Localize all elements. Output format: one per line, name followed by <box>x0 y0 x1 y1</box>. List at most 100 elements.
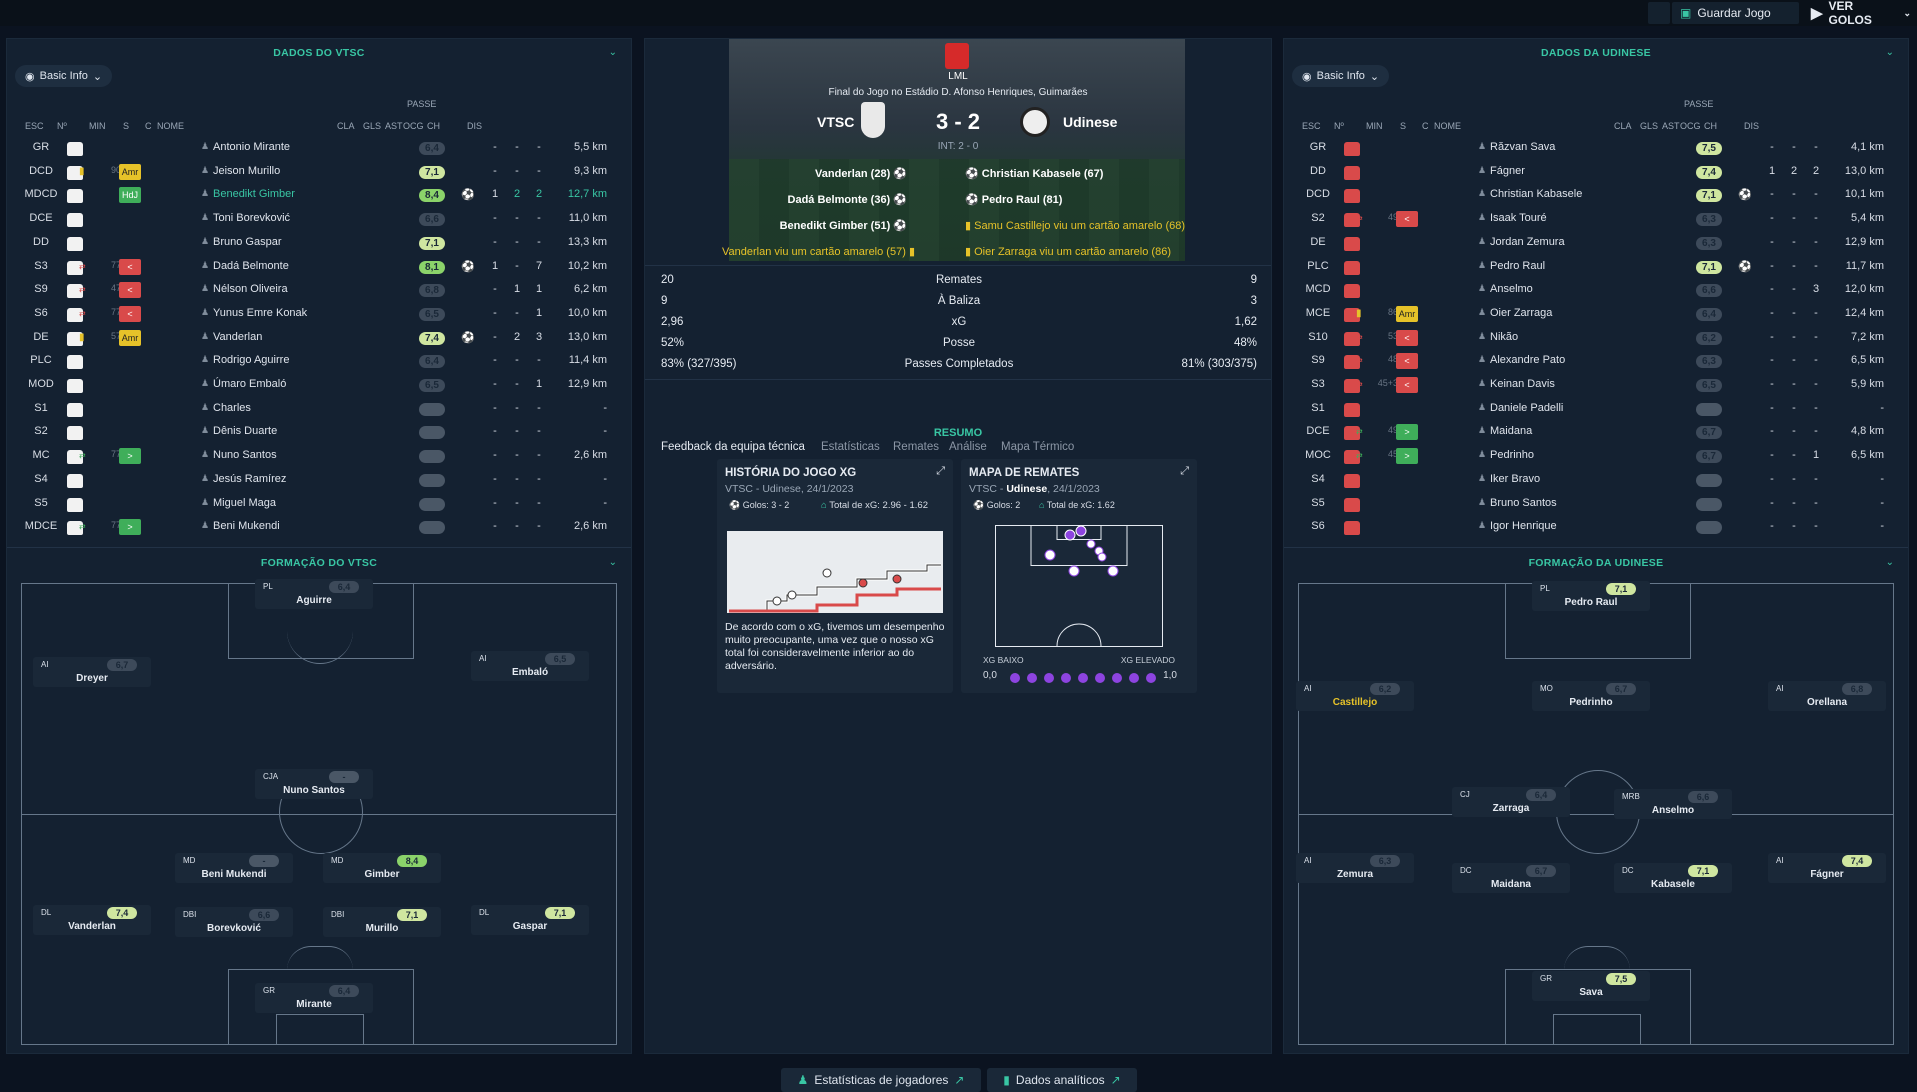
player-name[interactable]: Fágner <box>1490 164 1525 177</box>
player-name[interactable]: Daniele Padelli <box>1490 401 1564 414</box>
table-row[interactable]: DCD ♟ Christian Kabasele 7,1 ⚽ - - - 10,… <box>1306 188 1884 204</box>
options-button[interactable] <box>1648 2 1670 24</box>
player-name[interactable]: Nikão <box>1490 330 1519 343</box>
formation-player[interactable]: CJA - Nuno Santos <box>255 769 373 799</box>
col-nome[interactable]: NOME <box>1434 121 1461 131</box>
formation-player[interactable]: GR 7,5 Sava <box>1532 971 1650 1001</box>
save-game-button[interactable]: ▣ Guardar Jogo <box>1672 2 1799 24</box>
table-row[interactable]: S9 48 ⇄ < ♟ Alexandre Pato 6,3 - - - 6,5… <box>1311 353 1884 370</box>
table-row[interactable]: S4 ♟ Jesús Ramírez - - - - - <box>34 472 607 488</box>
basic-info-dropdown[interactable]: ◉ Basic Info ⌄ <box>15 65 113 87</box>
player-name[interactable]: Beni Mukendi <box>213 520 280 533</box>
player-name[interactable]: Miguel Maga <box>213 496 276 509</box>
table-row[interactable]: S2 ♟ Dênis Duarte - - - - - <box>34 425 607 441</box>
table-row[interactable]: S6 77 ⇄ < ♟ Yunus Emre Konak 6,5 - - 1 1… <box>34 305 607 322</box>
player-name[interactable]: Jeison Murillo <box>213 164 281 177</box>
player-name[interactable]: Răzvan Sava <box>1490 141 1556 153</box>
col-ast[interactable]: AST <box>385 121 403 131</box>
formation-player[interactable]: MD - Beni Mukendi <box>175 853 293 883</box>
player-name[interactable]: Nélson Oliveira <box>213 283 288 296</box>
formation-player[interactable]: AI 6,5 Embaló <box>471 651 589 681</box>
player-name[interactable]: Bruno Gaspar <box>213 235 282 248</box>
analytics-button[interactable]: ▮ Dados analíticos ↗ <box>987 1068 1137 1092</box>
formation-player[interactable]: AI 6,2 Castillejo <box>1296 681 1414 711</box>
table-row[interactable]: DD ♟ Fágner 7,4 1 2 2 13,0 km <box>1310 164 1884 180</box>
table-row[interactable]: PLC ♟ Pedro Raul 7,1 ⚽ - - - 11,7 km <box>1307 259 1884 275</box>
player-name[interactable]: Isaak Touré <box>1490 212 1547 225</box>
tab-2[interactable]: Remates <box>893 441 940 453</box>
tab-4[interactable]: Mapa Térmico <box>1001 441 1075 453</box>
tab-1[interactable]: Estatísticas <box>821 441 880 453</box>
player-name[interactable]: Alexandre Pato <box>1490 354 1566 367</box>
player-name[interactable]: Rodrigo Aguirre <box>213 354 290 367</box>
table-row[interactable]: DE 57 ▮ Amr ♟ Vanderlan 7,4 ⚽ - 2 3 13,0… <box>33 329 607 346</box>
formation-player[interactable]: PL 7,1 Pedro Raul <box>1532 581 1650 611</box>
player-name[interactable]: Christian Kabasele <box>1490 188 1583 201</box>
col-ocg[interactable]: OCG <box>403 121 424 131</box>
col-esc[interactable]: ESC <box>1302 121 1321 131</box>
col-esc[interactable]: ESC <box>25 121 44 131</box>
player-name[interactable]: Iker Bravo <box>1490 472 1541 485</box>
player-name[interactable]: Toni Borevković <box>213 212 291 225</box>
player-name[interactable]: Úmaro Embaló <box>213 378 287 390</box>
col-c[interactable]: C <box>145 121 152 131</box>
table-row[interactable]: S3 45+3 ⇄ < ♟ Keinan Davis 6,5 - - - 5,9… <box>1311 377 1884 393</box>
table-row[interactable]: S5 ♟ Miguel Maga - - - - - <box>34 496 607 512</box>
player-name[interactable]: Yunus Emre Konak <box>213 306 308 319</box>
col-cla[interactable]: CLA <box>1614 121 1632 131</box>
col-gls[interactable]: GLS <box>363 121 382 131</box>
player-name[interactable]: Pedrinho <box>1490 449 1535 462</box>
collapse-chevron-icon[interactable]: ⌄ <box>1885 557 1894 568</box>
col-ast[interactable]: AST <box>1662 121 1680 131</box>
table-row[interactable]: S1 ♟ Charles - - - - - <box>34 401 607 417</box>
player-name[interactable]: Jesús Ramírez <box>213 472 287 485</box>
formation-player[interactable]: DL 7,1 Gaspar <box>471 905 589 935</box>
player-name[interactable]: Pedro Raul <box>1490 259 1546 272</box>
col-gls[interactable]: GLS <box>1640 121 1659 131</box>
col-min[interactable]: MIN <box>89 121 106 131</box>
col-num[interactable]: Nº <box>57 121 67 131</box>
player-name[interactable]: Keinan Davis <box>1490 378 1555 390</box>
table-row[interactable]: MCD ♟ Anselmo 6,6 - - 3 12,0 km <box>1305 283 1884 299</box>
table-row[interactable]: S10 53 ⇄ < ♟ Nikão 6,2 - - - 7,2 km <box>1308 329 1884 346</box>
col-dis[interactable]: DIS <box>1744 121 1760 131</box>
player-name[interactable]: Dadá Belmonte <box>213 259 289 272</box>
formation-player[interactable]: CJ 6,4 Zarraga <box>1452 787 1570 817</box>
col-num[interactable]: Nº <box>1334 121 1344 131</box>
table-row[interactable]: MCE 86 ▮ Amr ♟ Oier Zarraga 6,4 - - - 12… <box>1305 305 1884 322</box>
col-min[interactable]: MIN <box>1366 121 1383 131</box>
player-name[interactable]: Dênis Duarte <box>213 425 278 438</box>
player-name[interactable]: Igor Henrique <box>1490 520 1557 533</box>
formation-player[interactable]: DBI 6,6 Borevković <box>175 907 293 937</box>
formation-player[interactable]: DBI 7,1 Murillo <box>323 907 441 937</box>
formation-player[interactable]: MRB 6,6 Anselmo <box>1614 789 1732 819</box>
table-row[interactable]: PLC ♟ Rodrigo Aguirre 6,4 - - - 11,4 km <box>30 354 607 370</box>
expand-icon[interactable]: ⤢ <box>936 465 945 477</box>
table-row[interactable]: DCE 49 ⇄ > ♟ Maidana 6,7 - - - 4,8 km <box>1306 424 1884 441</box>
table-row[interactable]: S6 ♟ Igor Henrique - - - - - <box>1311 520 1884 536</box>
table-row[interactable]: MOC 45 ⇄ > ♟ Pedrinho 6,7 - - 1 6,5 km <box>1305 448 1884 465</box>
formation-player[interactable]: GR 6,4 Mirante <box>255 983 373 1013</box>
collapse-chevron-icon[interactable]: ⌄ <box>1885 47 1894 58</box>
player-name[interactable]: Maidana <box>1490 425 1533 438</box>
player-name[interactable]: Anselmo <box>1490 283 1533 296</box>
table-row[interactable]: DCD 90 ▮ Amr ♟ Jeison Murillo 7,1 - - - … <box>29 163 607 180</box>
player-name[interactable]: Oier Zarraga <box>1490 306 1553 319</box>
table-row[interactable]: MDCD HdJ ♟ Benedikt Gimber 8,4 ⚽ 1 2 2 1… <box>24 187 607 204</box>
table-row[interactable]: S3 77 ⇄ < ♟ Dadá Belmonte 8,1 ⚽ 1 - 7 10… <box>34 258 607 275</box>
table-row[interactable]: MC 77 ⇄ > ♟ Nuno Santos - - - - 2,6 km <box>32 448 607 465</box>
table-row[interactable]: MOD ♟ Úmaro Embaló 6,5 - - 1 12,9 km <box>28 378 607 393</box>
table-row[interactable]: DCE ♟ Toni Borevković 6,6 - - - 11,0 km <box>29 212 607 228</box>
collapse-chevron-icon[interactable]: ⌄ <box>608 47 617 58</box>
col-dis[interactable]: DIS <box>467 121 483 131</box>
col-s[interactable]: S <box>1400 121 1407 131</box>
table-row[interactable]: GR ♟ Răzvan Sava 7,5 - - - 4,1 km <box>1309 141 1884 156</box>
tab-3[interactable]: Análise <box>949 441 987 453</box>
formation-player[interactable]: AI 6,8 Orellana <box>1768 681 1886 711</box>
col-ch[interactable]: CH <box>427 121 440 131</box>
col-nome[interactable]: NOME <box>157 121 184 131</box>
formation-player[interactable]: DC 6,7 Maidana <box>1452 863 1570 893</box>
basic-info-dropdown[interactable]: ◉ Basic Info ⌄ <box>1292 65 1390 87</box>
table-row[interactable]: DE ♟ Jordan Zemura 6,3 - - - 12,9 km <box>1310 235 1884 251</box>
table-row[interactable]: S4 ♟ Iker Bravo - - - - - <box>1311 472 1884 488</box>
